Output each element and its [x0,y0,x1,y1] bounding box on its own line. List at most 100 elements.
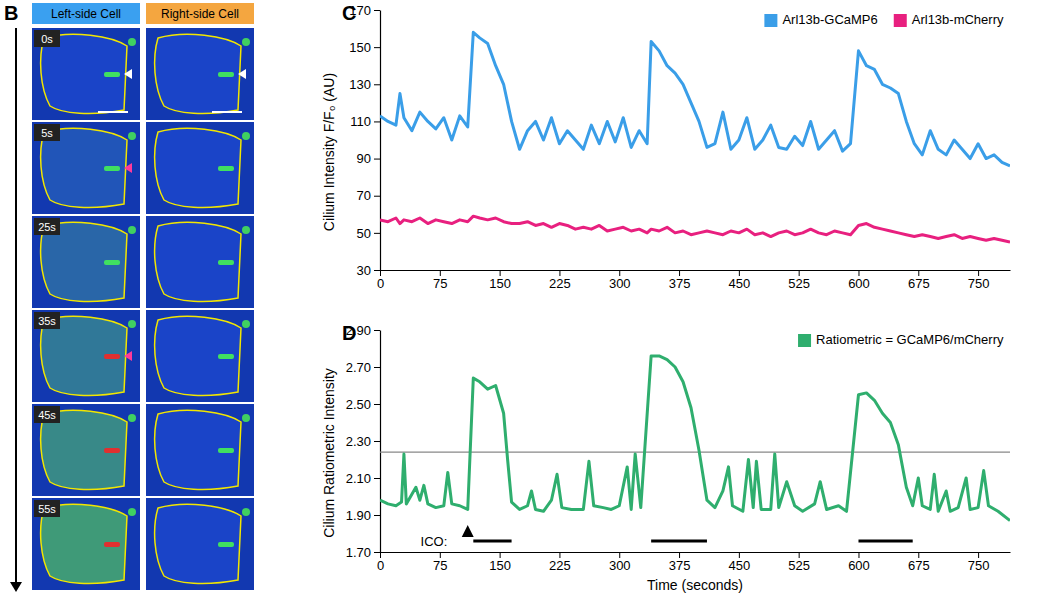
micrograph [32,498,140,590]
legend-label: Arl13b-GCaMP6 [782,12,877,27]
spot [242,226,250,234]
tick-label: 675 [908,276,930,291]
x-axis: 075150225300375450525600675750 [377,270,1011,291]
column-header: Left-side Cell [51,7,121,21]
time-arrow-head [10,582,22,592]
tick-mark [799,270,800,276]
cilium [104,542,120,547]
tick: 750 [968,552,990,573]
time-arrow [15,28,17,586]
tick: 300 [609,270,631,291]
tick-mark [374,367,380,368]
scale-bar [98,111,128,113]
spot [242,414,250,422]
tick: 450 [729,552,751,573]
tick-mark [380,552,381,558]
tick: 2.30 [346,434,380,449]
micrograph [32,28,140,120]
tick-label: 525 [788,276,810,291]
column-header: Right-side Cell [161,7,239,21]
tick-mark [440,270,441,276]
x-axis-title: Time (seconds) [647,577,743,593]
tick-mark [619,552,620,558]
tick: 225 [549,270,571,291]
tick-label: 225 [549,276,571,291]
spot [128,414,136,422]
tick: 525 [788,270,810,291]
tick-mark [440,552,441,558]
tick: 75 [433,552,447,573]
tick-label: 110 [350,114,371,129]
tick: 300 [609,552,631,573]
tick: 70 [357,188,380,203]
tick: 675 [908,270,930,291]
cell-fill [155,34,241,113]
micrograph [32,404,140,496]
time-label-box [34,312,60,329]
tick-label: 375 [669,558,691,573]
time-label: 55s [38,503,56,515]
tick-mark [679,552,680,558]
tick-label: 525 [788,558,810,573]
panel-letter: C [342,2,356,24]
micrograph [146,404,254,496]
tick-label: 750 [968,558,990,573]
tick-label: 1.90 [346,508,371,523]
tick-mark [858,270,859,276]
ico-marker [462,525,474,537]
tick-label: 450 [729,276,751,291]
spot [128,132,136,140]
figure: BLeft-side CellRight-side Cell0s5s25s35s… [0,0,1057,602]
tick-mark [619,270,620,276]
cilium [218,354,234,359]
tick: 1.90 [346,508,380,523]
time-label-box [34,30,60,47]
tick-mark [978,270,979,276]
legend: Ratiometric = GCaMP6/mCherry [798,332,1004,347]
micrograph [32,122,140,214]
tick: 600 [848,552,870,573]
tick-mark [918,270,919,276]
legend: Arl13b-mCherryArl13b-GCaMP6 [764,12,1004,27]
tick-mark [374,270,380,271]
panel-letter: B [4,2,18,24]
tick-mark [374,84,380,85]
axis-line [380,11,381,271]
legend-swatch [798,334,811,347]
tick-label: 675 [908,558,930,573]
tick: 2.10 [346,471,380,486]
tick-label: 75 [433,276,447,291]
cell-fill [155,504,241,583]
time-label: 0s [41,33,53,45]
cilium [104,260,120,265]
cell-fill [155,316,241,395]
cilium [218,260,234,265]
tick-mark [858,552,859,558]
tick: 2.70 [346,360,380,375]
y-axis-title: Cilium Ratiometric Intensity [321,368,337,538]
cell-fill [155,222,241,301]
tick-mark [739,552,740,558]
tick-mark [380,270,381,276]
tick-label: 600 [848,276,870,291]
tick: 0 [377,270,384,291]
micrograph [146,216,254,308]
time-label: 5s [41,127,53,139]
tick-label: 450 [729,558,751,573]
tick: 50 [357,226,380,241]
series-line [380,356,1010,521]
scale-bar [212,111,242,113]
tick: 150 [489,552,511,573]
arrowhead [124,351,132,361]
legend-label: Ratiometric = GCaMP6/mCherry [816,332,1004,347]
tick-mark [918,552,919,558]
tick: 0 [377,552,384,573]
cilium [104,354,120,359]
ico-label: ICO: [421,534,448,549]
tick-label: 90 [357,151,371,166]
tick-mark [559,270,560,276]
cilium [104,448,120,453]
time-label: 35s [38,315,56,327]
tick-label: 2.30 [346,434,371,449]
micrograph [32,216,140,308]
